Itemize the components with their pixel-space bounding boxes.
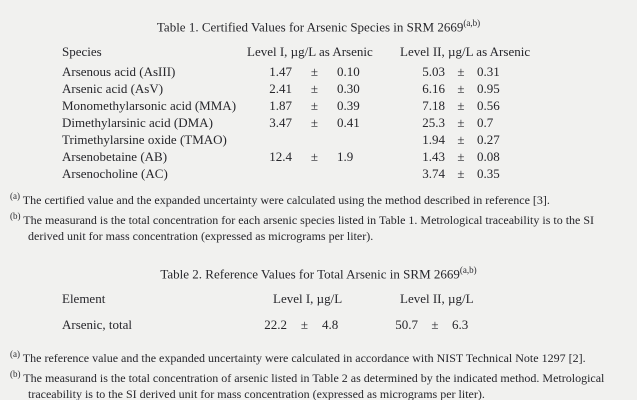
table2-col-element: Element <box>62 291 106 306</box>
level2-uncertainty: 0.56 <box>477 98 500 113</box>
level1-uncertainty: 0.41 <box>337 115 360 130</box>
species-name: Arsenocholine (AC) <box>62 166 168 181</box>
footnote-a-text: The reference value and the expanded unc… <box>22 351 586 365</box>
footnote-b-text: The measurand is the total concentration… <box>23 213 595 243</box>
footnote-a: (a) The certified value and the expanded… <box>10 188 622 208</box>
species-name: Arsenous acid (AsIII) <box>62 64 176 79</box>
plus-minus: ± <box>457 64 465 79</box>
plus-minus <box>292 131 337 148</box>
level1-value: 2.41 <box>269 81 292 96</box>
plus-minus: ± <box>310 98 319 113</box>
footnote-b-text: The measurand is the total concentration… <box>23 371 605 400</box>
table1-body: Arsenous acid (AsIII) 1.47 ± 0.10 5.03 ±… <box>62 63 527 182</box>
species-name: Arsenic acid (AsV) <box>62 81 164 96</box>
element-name: Arsenic, total <box>62 317 133 332</box>
level1-value: 3.47 <box>269 115 292 130</box>
level1-uncertainty: 1.9 <box>337 149 354 164</box>
plus-minus: ± <box>310 115 319 130</box>
table2-col-level2: Level II, µg/L <box>400 291 474 306</box>
level2-value: 7.18 <box>422 98 445 113</box>
level2-value: 5.03 <box>422 64 445 79</box>
species-name: Trimethylarsine oxide (TMAO) <box>62 132 227 147</box>
footnote-a-text: The certified value and the expanded unc… <box>22 193 550 207</box>
table1-title-footnote-marker: (a,b) <box>463 18 481 28</box>
level2-value: 1.94 <box>422 132 445 147</box>
footnote-a-marker: (a) <box>10 191 20 201</box>
footnote-b-marker: (b) <box>10 369 21 379</box>
level1-uncertainty: 0.39 <box>337 98 360 113</box>
species-name: Monomethylarsonic acid (MMA) <box>62 98 237 113</box>
table1-col-species: Species <box>62 44 102 59</box>
level2-value: 25.3 <box>422 115 445 130</box>
species-name: Dimethylarsinic acid (DMA) <box>62 115 213 130</box>
level2-value: 6.16 <box>422 81 445 96</box>
level1-value: 1.47 <box>269 64 292 79</box>
footnote-b: (b) The measurand is the total concentra… <box>10 366 622 400</box>
table2-title-text: Table 2. Reference Values for Total Arse… <box>160 266 460 282</box>
plus-minus: ± <box>457 149 465 164</box>
table2-title-footnote-marker: (a,b) <box>459 265 477 275</box>
table1-col-level2: Level II, µg/L as Arsenic <box>400 44 531 59</box>
plus-minus: ± <box>310 81 319 96</box>
plus-minus: ± <box>457 81 465 96</box>
table1-col-level1: Level I, µg/L as Arsenic <box>247 44 373 59</box>
level1-uncertainty: 0.30 <box>337 81 360 96</box>
level1-value: 1.87 <box>269 98 292 113</box>
level1-uncertainty <box>337 131 387 148</box>
level2-uncertainty: 0.95 <box>477 81 500 96</box>
plus-minus: ± <box>310 149 319 164</box>
plus-minus: ± <box>300 317 309 332</box>
level1-uncertainty: 4.8 <box>322 317 339 332</box>
plus-minus: ± <box>310 64 319 79</box>
footnote-a: (a) The reference value and the expanded… <box>10 346 622 366</box>
level2-uncertainty: 0.27 <box>477 132 500 147</box>
level2-uncertainty: 6.3 <box>452 317 469 332</box>
level2-value: 1.43 <box>422 149 445 164</box>
level2-uncertainty: 0.08 <box>477 149 500 164</box>
plus-minus: ± <box>457 166 465 181</box>
level1-value: 12.4 <box>269 149 292 164</box>
table1-footnotes: (a) The certified value and the expanded… <box>10 188 622 244</box>
level2-value: 50.7 <box>395 317 418 332</box>
footnote-b: (b) The measurand is the total concentra… <box>10 208 622 244</box>
footnote-b-marker: (b) <box>10 211 21 221</box>
table2-footnotes: (a) The reference value and the expanded… <box>10 346 622 400</box>
table2-body: Arsenic, total 22.2 ± 4.8 50.7 ± 6.3 <box>62 316 492 333</box>
plus-minus: ± <box>457 98 465 113</box>
level1-value <box>247 165 292 182</box>
level2-value: 3.74 <box>422 166 445 181</box>
footnote-a-marker: (a) <box>10 349 20 359</box>
table1-title: Table 1. Certified Values for Arsenic Sp… <box>0 16 637 34</box>
level2-uncertainty: 0.31 <box>477 64 500 79</box>
plus-minus: ± <box>431 317 439 332</box>
level1-value: 22.2 <box>264 317 287 332</box>
species-name: Arsenobetaine (AB) <box>62 149 168 164</box>
plus-minus: ± <box>457 132 465 147</box>
level2-uncertainty: 0.7 <box>477 115 494 130</box>
level1-uncertainty: 0.10 <box>337 64 360 79</box>
plus-minus: ± <box>457 115 465 130</box>
table2-col-level1: Level I, µg/L <box>273 291 343 306</box>
level1-value <box>247 131 292 148</box>
table2-title: Table 2. Reference Values for Total Arse… <box>0 263 637 281</box>
table1-title-text: Table 1. Certified Values for Arsenic Sp… <box>156 19 464 35</box>
level1-uncertainty <box>337 165 387 182</box>
plus-minus <box>292 165 337 182</box>
level2-uncertainty: 0.35 <box>477 166 500 181</box>
